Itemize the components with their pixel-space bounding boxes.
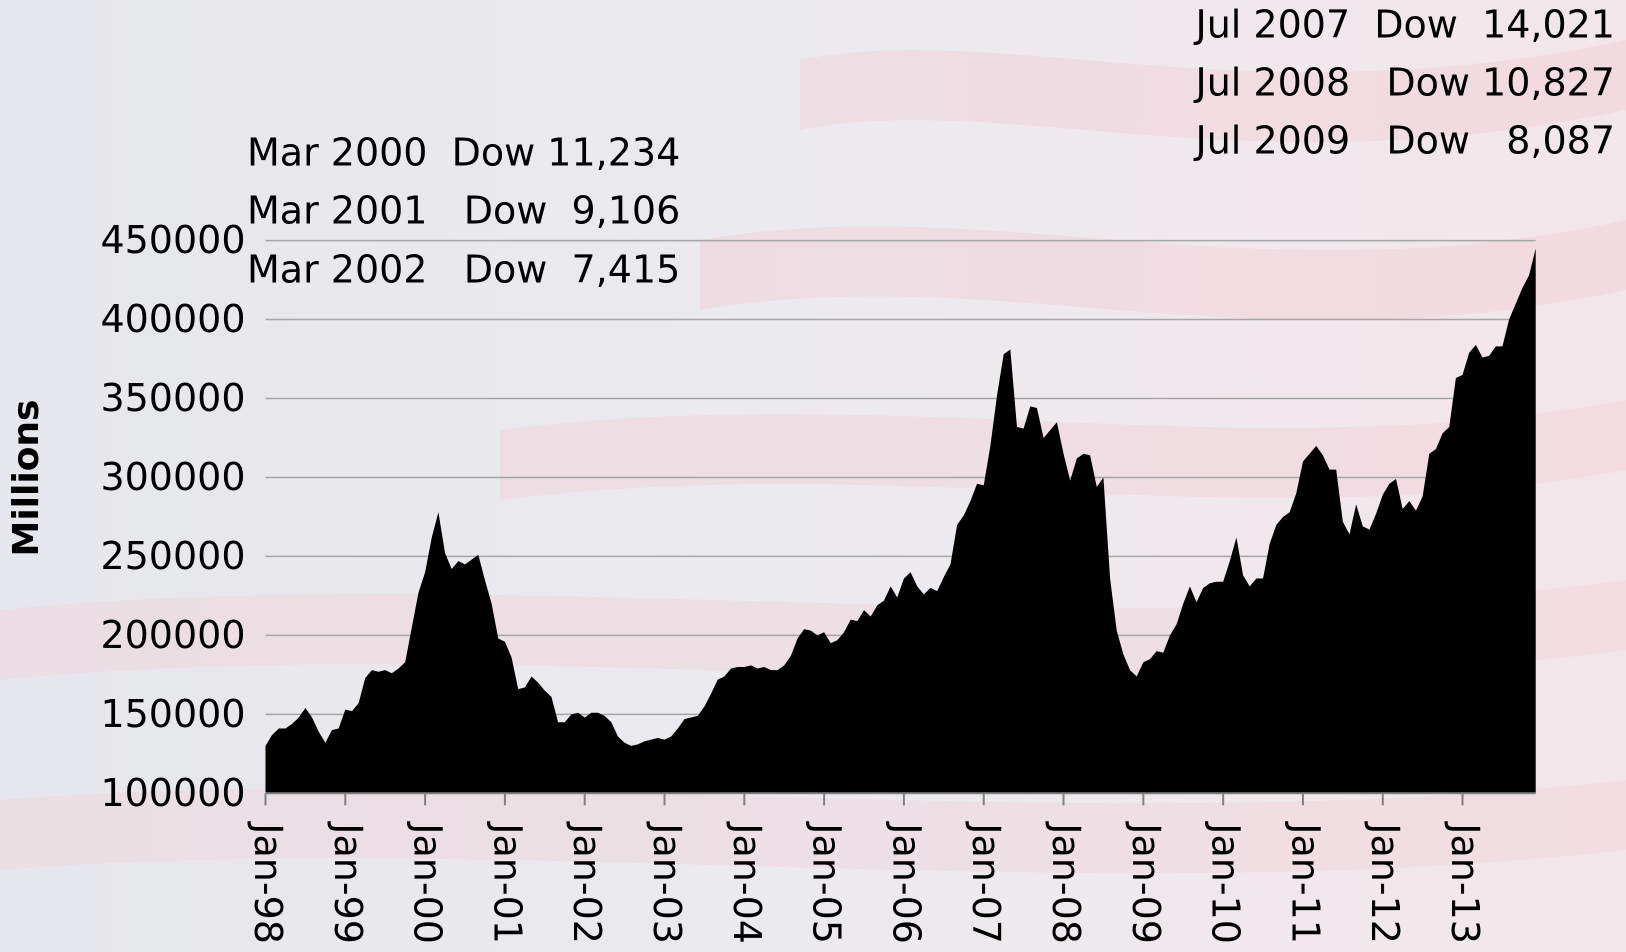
x-tick-label: Jan-02 [565,821,609,944]
x-tick-label: Jan-11 [1283,821,1327,944]
x-tick-label: Jan-12 [1363,821,1407,944]
y-axis-label: Millions [6,400,47,557]
annotation: Jul 2007 Dow 14,021 [1193,3,1615,47]
y-tick-label: 300000 [100,455,245,499]
annotation: Mar 2000 Dow 11,234 [247,131,680,175]
y-tick-label: 450000 [100,218,245,262]
x-tick-label: Jan-98 [246,821,290,944]
area [265,248,1536,794]
x-tick-label: Jan-07 [964,821,1008,944]
annotation: Jul 2008 Dow 10,827 [1193,61,1615,105]
annotation: Mar 2002 Dow 7,415 [247,248,680,292]
y-tick-label: 200000 [100,613,245,657]
x-tick-label: Jan-04 [725,821,769,944]
x-tick-label: Jan-03 [645,821,689,944]
x-tick-label: Jan-08 [1044,821,1088,944]
y-tick-label: 400000 [100,297,245,341]
annotation: Jul 2009 Dow 8,087 [1194,119,1615,163]
x-tick-label: Jan-00 [406,821,450,944]
x-tick-label: Jan-09 [1124,821,1168,944]
annotation: Mar 2001 Dow 9,106 [247,189,680,233]
x-tick-label: Jan-06 [884,821,928,944]
x-tick-label: Jan-10 [1204,821,1248,944]
x-tick-label: Jan-99 [326,821,370,944]
x-tick-label: Jan-05 [805,821,849,944]
y-tick-label: 250000 [100,534,245,578]
y-tick-label: 100000 [100,771,245,815]
x-tick-label: Jan-01 [485,821,529,944]
y-tick-label: 150000 [100,692,245,736]
x-tick-label: Jan-13 [1443,821,1487,944]
y-tick-label: 350000 [100,376,245,420]
